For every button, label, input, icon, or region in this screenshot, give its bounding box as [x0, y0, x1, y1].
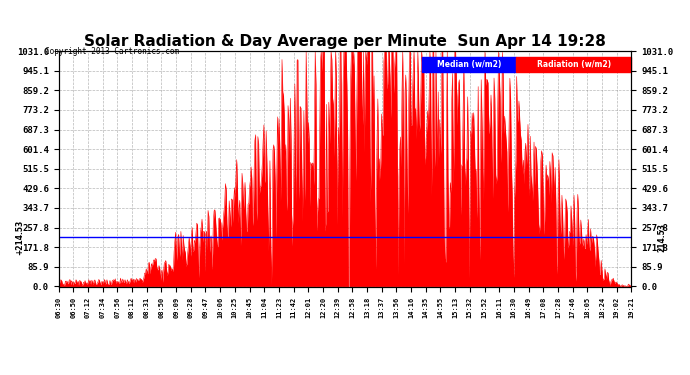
Bar: [516, 57, 631, 72]
Bar: [422, 57, 516, 72]
Text: Median (w/m2): Median (w/m2): [437, 60, 502, 69]
Text: 214.53: 214.53: [658, 223, 667, 252]
Title: Solar Radiation & Day Average per Minute  Sun Apr 14 19:28: Solar Radiation & Day Average per Minute…: [84, 34, 606, 50]
Text: +214.53: +214.53: [15, 220, 24, 255]
Text: Copyright 2013 Cartronics.com: Copyright 2013 Cartronics.com: [45, 47, 179, 56]
Text: Radiation (w/m2): Radiation (w/m2): [537, 60, 611, 69]
